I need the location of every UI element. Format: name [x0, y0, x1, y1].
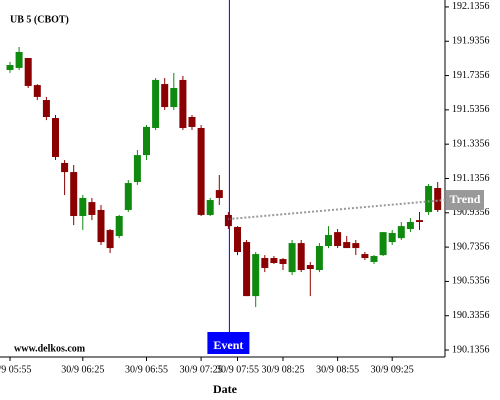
candle-body — [224, 214, 232, 227]
candle-body — [297, 243, 305, 271]
trend-box — [446, 190, 484, 211]
candle-body — [133, 155, 141, 183]
x-tick-label: 30/9 06:55 — [125, 364, 168, 375]
x-tick-label: 30/9 07:55 — [216, 364, 259, 375]
candle-body — [343, 242, 351, 249]
candle-body — [70, 172, 78, 216]
trend-line — [228, 199, 446, 221]
candle-body — [24, 57, 32, 86]
candle-body — [397, 226, 405, 239]
candle-body — [33, 85, 41, 97]
candle-body — [215, 190, 223, 198]
y-tick-label: 191.3356 — [452, 138, 490, 149]
candle-body — [279, 259, 287, 265]
candle-body — [115, 215, 123, 237]
x-tick-label: 30/9 07:25 — [180, 364, 223, 375]
candle-body — [61, 162, 69, 173]
candle-body — [370, 255, 378, 262]
y-tick-label: 191.7356 — [452, 70, 490, 81]
y-tick-label: 190.1356 — [452, 344, 490, 355]
candle-body — [179, 79, 187, 128]
candle-body — [206, 200, 214, 215]
candle-body — [325, 235, 332, 247]
candle-body — [6, 65, 14, 70]
x-tick-label: 30/9 05:55 — [0, 364, 32, 375]
candle-body — [252, 254, 260, 297]
candle-body — [88, 202, 96, 215]
candle-body — [106, 230, 114, 249]
y-tick-label: 192.1356 — [452, 1, 490, 12]
event-box — [207, 332, 250, 354]
candle-body — [334, 232, 342, 247]
candle-body — [361, 254, 369, 259]
candle-body — [379, 232, 387, 256]
candle-body — [52, 118, 59, 157]
candle-body — [170, 88, 178, 108]
x-tick-label: 30/9 06:25 — [61, 364, 104, 375]
candle-body — [188, 116, 196, 127]
y-tick-label: 190.3356 — [452, 310, 490, 321]
candle-body — [434, 188, 442, 210]
candle-body — [315, 246, 323, 271]
x-tick-label: 30/9 08:25 — [261, 364, 304, 375]
candle-body — [388, 232, 396, 243]
trend-label: Trend — [450, 192, 481, 206]
candle-body — [124, 183, 132, 210]
candle-body — [42, 100, 50, 117]
candle-body — [152, 79, 160, 128]
candle-body — [97, 209, 105, 243]
x-tick-label: 30/9 09:25 — [371, 364, 414, 375]
candle-body — [270, 258, 278, 263]
y-tick-label: 191.1356 — [452, 173, 490, 184]
candle-body — [197, 127, 205, 215]
candle-body — [261, 258, 269, 268]
x-axis-label: Date — [213, 382, 238, 396]
candle-body — [288, 243, 296, 273]
candle-body — [161, 84, 169, 108]
candle-body — [425, 185, 433, 213]
watermark: www.delkos.com — [14, 343, 86, 354]
candle-body — [15, 51, 23, 68]
y-tick-label: 191.5356 — [452, 104, 490, 115]
candle-body — [306, 265, 314, 269]
candle-body — [79, 197, 87, 216]
candle-body — [416, 220, 423, 222]
y-tick-label: 191.9356 — [452, 36, 490, 47]
event-label: Event — [213, 338, 243, 352]
candle-body — [234, 226, 241, 253]
candle-body — [143, 126, 150, 156]
candle-body — [243, 242, 251, 297]
x-tick-label: 30/9 08:55 — [316, 364, 359, 375]
y-tick-label: 190.5356 — [452, 276, 490, 287]
y-tick-label: 190.9356 — [452, 207, 490, 218]
candle-body — [406, 221, 414, 230]
chart-title: UB 5 (CBOT) — [10, 14, 69, 25]
candle-body — [352, 243, 360, 249]
y-tick-label: 190.7356 — [452, 241, 490, 252]
